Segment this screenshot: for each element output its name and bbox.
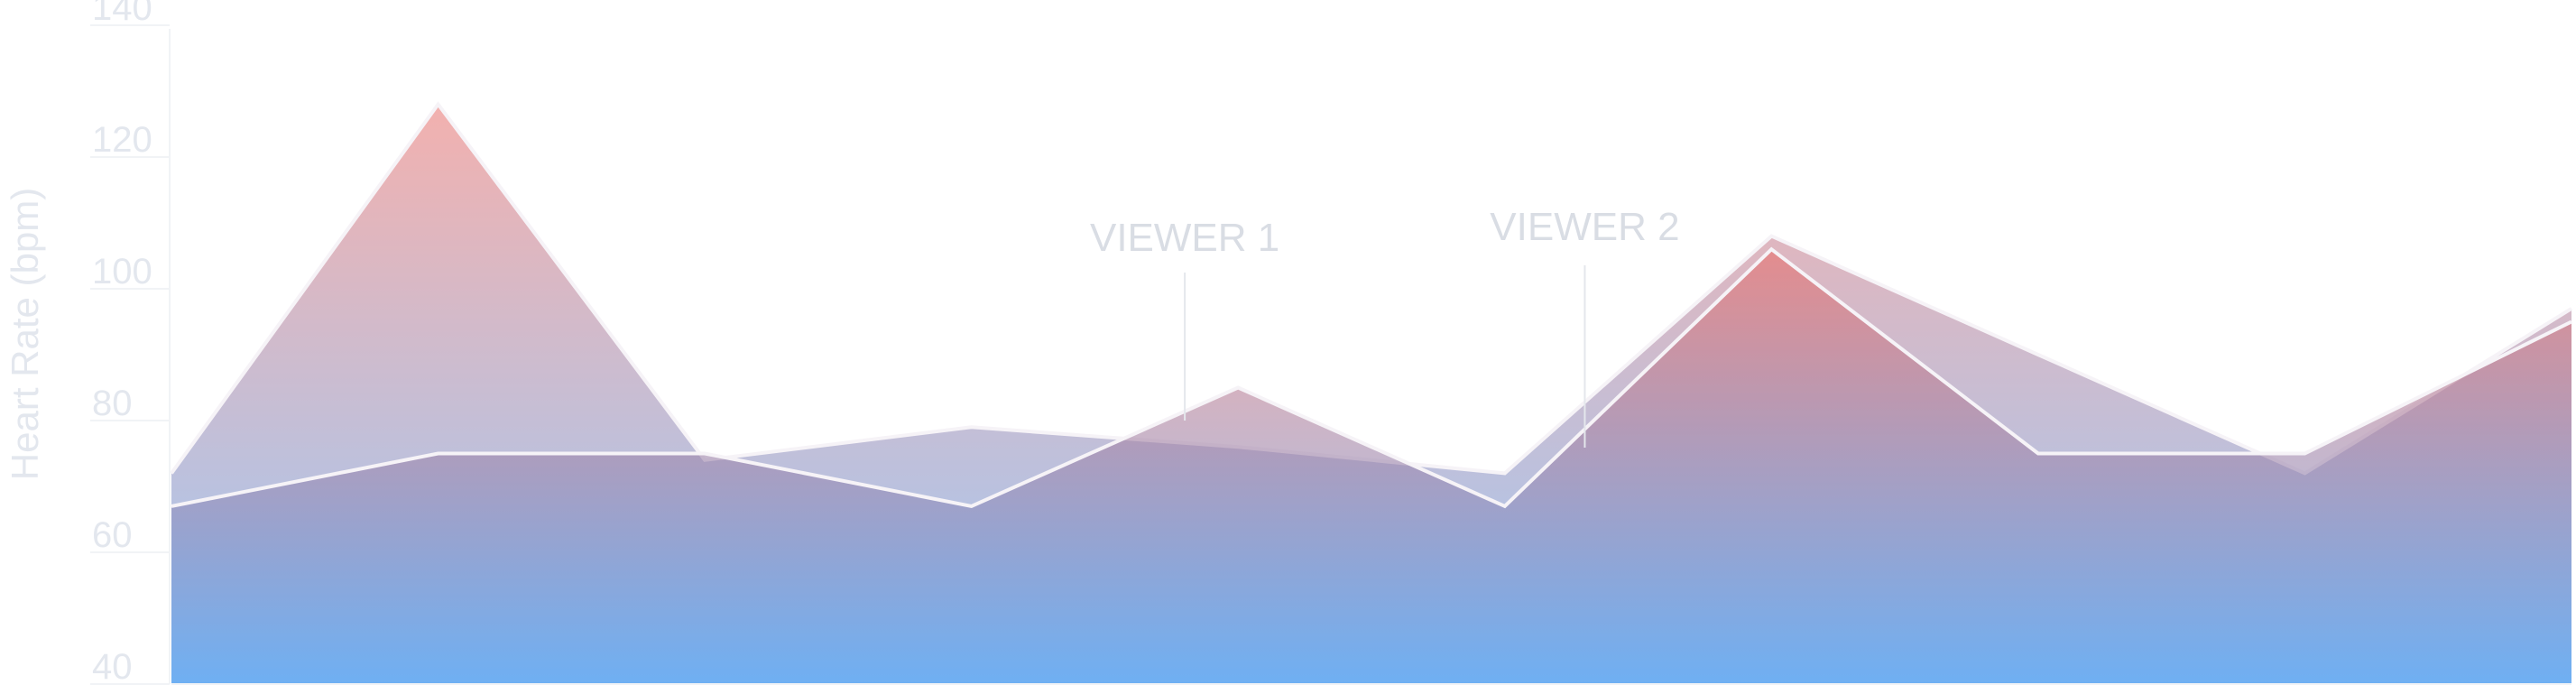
area-series-2 — [171, 249, 2571, 684]
y-tick-label-100: 100 — [92, 252, 152, 291]
y-axis: 40 60 80 100 120 140 — [92, 0, 2571, 687]
y-tick-label-140: 140 — [92, 0, 152, 28]
annotations: VIEWER 1 VIEWER 2 — [1090, 205, 1680, 448]
annotation-label-2: VIEWER 2 — [1490, 205, 1679, 249]
y-axis-title: Heart Rate (bpm) — [4, 188, 46, 480]
line-series-2 — [171, 246, 2572, 509]
y-tick-label-60: 60 — [92, 515, 133, 555]
y-tick-label-40: 40 — [92, 647, 133, 687]
area-series-group — [170, 101, 2573, 685]
y-tick-label-80: 80 — [92, 384, 133, 423]
y-tick-label-120: 120 — [92, 120, 152, 160]
annotation-label-1: VIEWER 1 — [1090, 216, 1279, 260]
gridlines — [90, 24, 170, 685]
